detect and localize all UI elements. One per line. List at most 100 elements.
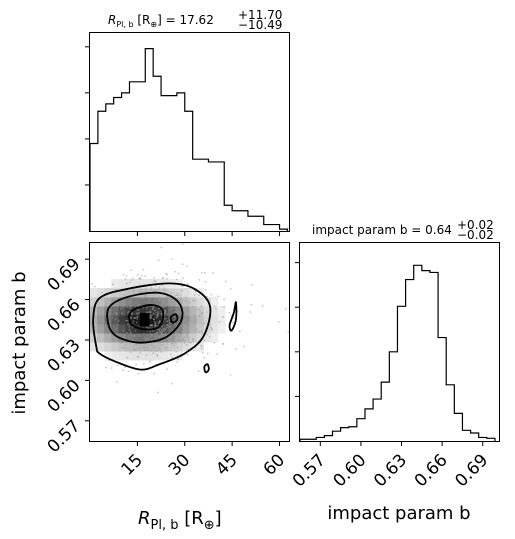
density-cell [126,351,134,361]
sample-point [201,348,203,350]
sample-point [182,243,184,245]
sample-point [131,313,133,315]
sample-point [124,366,126,368]
sample-point [188,321,190,323]
density-cell [126,297,134,307]
sample-point [278,321,280,323]
sample-point [177,358,179,360]
sample-point [161,313,163,315]
sample-point [186,332,188,334]
sample-point [154,325,156,327]
sample-point [222,316,224,318]
top-left-panel-frame [90,33,290,232]
sample-point [179,295,181,297]
sample-point [139,347,141,349]
x-tick-label: 30 [165,450,194,479]
sample-point [223,306,225,308]
sample-point [149,315,151,317]
sample-point [152,330,154,332]
sample-point [162,342,164,344]
sample-point [96,325,98,327]
sample-point [126,357,128,359]
sample-point [130,317,132,319]
sample-point [159,336,161,338]
sample-point [94,326,96,328]
sample-point [212,272,214,274]
density-peak-cell [140,313,149,326]
sample-point [146,354,148,356]
top-left-title-minus: −10.49 [238,18,282,32]
bottom-right-xlabel: impact param b [327,503,470,524]
sample-point [159,328,161,330]
density-cell [104,333,112,343]
sample-point [141,275,143,277]
sample-point [149,360,151,362]
sample-point [134,335,136,337]
sample-point [175,343,177,345]
top-left-title: RPl, b [R⊕] = 17.62 [108,13,214,29]
sample-point [123,274,125,276]
sample-point [204,272,206,274]
sample-point [183,336,185,338]
sample-point [188,341,190,343]
sample-point [178,273,180,275]
sample-point [151,335,153,337]
y-tick-label: 0.57 [44,416,85,457]
sample-point [132,322,134,324]
sample-point [141,291,143,293]
sample-point [164,306,166,308]
sample-point [171,343,173,345]
sample-point [152,307,154,309]
sample-point [136,322,138,324]
contour-line-5 [204,364,209,372]
density-cell [118,279,126,289]
sample-point [136,318,138,320]
sample-point [192,306,194,308]
right-x-tick-label: 0.66 [411,450,452,491]
sample-point [126,275,128,277]
sample-point [175,295,177,297]
sample-point [145,338,147,340]
sample-point [120,308,122,310]
density-cell [197,324,205,334]
sample-point [94,285,96,287]
sample-point [176,361,178,363]
sample-point [101,292,103,294]
sample-point [150,311,152,313]
sample-point [166,324,168,326]
sample-point [116,365,118,367]
density-cell [218,315,226,325]
sample-point [111,367,113,369]
sample-point [171,383,173,385]
sample-point [129,307,131,309]
sample-point [177,312,179,314]
sample-point [181,290,183,292]
sample-point [201,345,203,347]
sample-point [183,330,185,332]
sample-point [161,344,163,346]
sample-point [215,308,217,310]
top-left-histogram [90,49,287,231]
sample-point [143,346,145,348]
sample-point [157,392,159,394]
sample-point [205,289,207,291]
sample-point [182,277,184,279]
sample-point [112,317,114,319]
sample-point [126,283,128,285]
sample-point [144,336,146,338]
sample-point [180,333,182,335]
sample-point [146,307,148,309]
density-cell [182,288,190,298]
sample-point [185,300,187,302]
sample-point [110,320,112,322]
sample-point [129,329,131,331]
sample-point [127,323,129,325]
sample-point [143,296,145,298]
sample-point [165,333,167,335]
sample-point [175,332,177,334]
sample-point [158,322,160,324]
sample-point [151,308,153,310]
sample-point [153,313,155,315]
sample-point [198,309,200,311]
sample-point [98,337,100,339]
